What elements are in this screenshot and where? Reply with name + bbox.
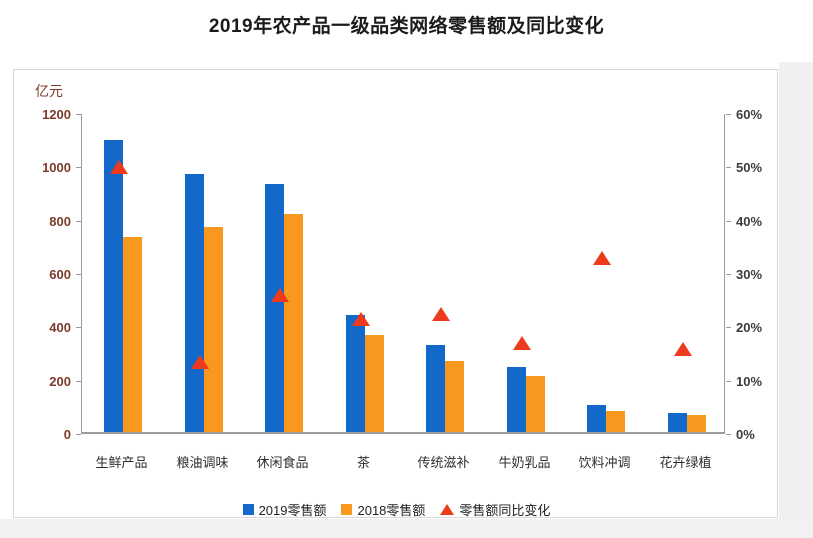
bar-2019零售额 xyxy=(668,413,687,432)
legend: 2019零售额 2018零售额 零售额同比变化 xyxy=(14,500,779,519)
left-axis-tick-label: 800 xyxy=(49,213,71,229)
bar-2019零售额 xyxy=(587,405,606,432)
right-axis-tick-mark xyxy=(726,114,731,115)
left-axis-unit-label: 亿元 xyxy=(35,83,63,99)
legend-square-icon xyxy=(341,504,353,515)
yoy-marker xyxy=(674,342,692,356)
category-label: 粮油调味 xyxy=(176,455,229,470)
right-axis-tick-label: 20% xyxy=(736,320,763,336)
right-axis-tick-mark xyxy=(726,327,731,329)
category-label: 牛奶乳品 xyxy=(498,455,551,470)
left-axis-tick-label: 600 xyxy=(49,267,71,282)
left-axis-tick-label: 1200 xyxy=(42,107,71,122)
bar-2018零售额 xyxy=(445,361,464,432)
right-axis-tick-label: 0% xyxy=(736,427,755,442)
legend-item: 2019零售额 xyxy=(242,500,327,519)
bar-2018零售额 xyxy=(606,411,625,432)
right-axis-tick-mark xyxy=(726,220,731,222)
yoy-marker xyxy=(352,312,370,326)
legend-item: 零售额同比变化 xyxy=(440,500,550,519)
category-label: 茶 xyxy=(356,455,370,470)
right-axis-tick-mark xyxy=(726,434,731,435)
right-axis-tick-label: 30% xyxy=(736,267,763,282)
left-axis-tick-mark xyxy=(76,114,81,115)
legend-square-icon xyxy=(242,504,254,515)
yoy-marker xyxy=(110,160,128,174)
left-axis-tick-mark xyxy=(76,220,81,222)
yoy-marker xyxy=(593,251,611,265)
left-axis-tick-label: 0 xyxy=(63,427,71,442)
plot-area xyxy=(81,114,725,434)
right-axis-tick-label: 60% xyxy=(736,107,763,122)
bar-2019零售额 xyxy=(185,174,204,432)
chart-panel: 亿元 0 200 400 600 800 1000 1200 0% 10% 20% 30% 40% 5… xyxy=(13,69,778,518)
legend-label: 零售额同比变化 xyxy=(459,503,551,518)
left-axis-tick-mark xyxy=(76,380,81,382)
left-axis-tick-label: 200 xyxy=(49,373,71,389)
bar-2019零售额 xyxy=(346,315,365,432)
category-label: 休闲食品 xyxy=(256,455,309,470)
bar-2018零售额 xyxy=(687,415,706,432)
category-label: 饮料冲调 xyxy=(578,455,631,470)
category-label: 花卉绿植 xyxy=(659,455,712,470)
right-axis-tick-mark xyxy=(726,380,731,382)
left-axis-tick-mark xyxy=(76,274,81,275)
bar-2019零售额 xyxy=(104,140,123,432)
legend-triangle-icon xyxy=(440,504,455,515)
legend-label: 2019零售额 xyxy=(258,503,327,518)
left-axis-tick-mark xyxy=(76,167,81,169)
left-axis-tick-label: 1000 xyxy=(42,160,71,176)
chart-title: 2019年农产品一级品类网络零售额及同比变化 xyxy=(208,16,605,37)
yoy-marker xyxy=(432,307,450,321)
legend-item: 2018零售额 xyxy=(341,500,425,519)
right-axis-tick-mark xyxy=(726,167,731,169)
right-axis-tick-mark xyxy=(726,274,731,275)
yoy-marker xyxy=(513,336,531,350)
bar-2018零售额 xyxy=(204,227,223,432)
bar-2018零售额 xyxy=(284,214,303,432)
bar-2018零售额 xyxy=(365,335,384,432)
yoy-marker xyxy=(191,355,209,369)
left-axis-tick-label: 400 xyxy=(49,320,71,336)
page-background-right-strip xyxy=(779,62,813,538)
bar-2018零售额 xyxy=(526,376,545,432)
bar-2019零售额 xyxy=(426,345,445,432)
bar-2019零售额 xyxy=(507,367,526,432)
right-axis-tick-label: 50% xyxy=(736,160,763,176)
left-axis-tick-mark xyxy=(76,434,81,435)
bar-2018零售额 xyxy=(123,237,142,432)
page-background-bottom-strip xyxy=(0,519,813,538)
category-label: 生鲜产品 xyxy=(95,455,148,470)
right-axis-tick-label: 10% xyxy=(736,373,763,389)
bar-2019零售额 xyxy=(265,184,284,432)
right-axis-tick-label: 40% xyxy=(736,213,763,229)
yoy-marker xyxy=(271,288,289,302)
legend-label: 2018零售额 xyxy=(357,503,426,518)
left-axis-tick-mark xyxy=(76,327,81,329)
category-label: 传统滋补 xyxy=(417,455,470,470)
